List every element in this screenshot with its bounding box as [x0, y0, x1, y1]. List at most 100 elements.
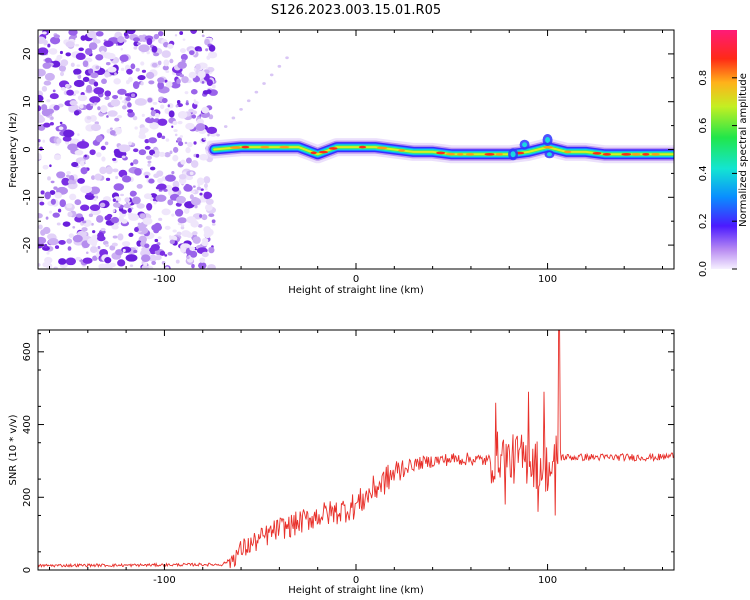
noise-blob: [89, 149, 96, 156]
noise-blob: [53, 186, 58, 190]
noise-blob: [172, 120, 178, 126]
noise-blob: [77, 133, 80, 136]
noise-blob: [151, 260, 157, 265]
noise-blob: [138, 134, 147, 140]
noise-blob: [189, 50, 195, 56]
noise-blob: [132, 81, 140, 89]
noise-blob: [100, 227, 106, 232]
noise-blob: [184, 91, 189, 95]
noise-blob: [71, 161, 79, 168]
snr-y-ticks: 0 200 400 600: [22, 333, 674, 573]
carrier-hotspot: [358, 145, 367, 149]
noise-blob: [92, 255, 98, 261]
noise-blob: [44, 72, 55, 81]
noise-blob: [126, 68, 133, 75]
noise-blob: [180, 224, 185, 227]
noise-blob: [183, 184, 193, 192]
noise-blob: [121, 175, 132, 183]
noise-blob: [75, 256, 82, 261]
noise-blob: [146, 50, 150, 55]
x-tick-label: 0: [353, 274, 359, 285]
noise-blob: [86, 31, 98, 39]
noise-blob: [46, 108, 55, 115]
noise-blob: [42, 31, 47, 35]
noise-blob: [163, 188, 168, 192]
noise-blob: [184, 141, 188, 145]
noise-blob: [120, 193, 124, 197]
noise-blob: [124, 93, 131, 97]
noise-blob: [63, 129, 74, 138]
noise-blob: [176, 195, 186, 204]
noise-blob: [179, 135, 184, 138]
noise-blob: [185, 122, 195, 130]
noise-blob: [38, 212, 43, 219]
noise-blob: [38, 111, 41, 116]
noise-blob: [190, 30, 198, 34]
noise-blob: [100, 145, 106, 151]
carrier-hotspot: [328, 147, 338, 150]
noise-blob: [138, 149, 147, 156]
noise-blob: [188, 71, 197, 79]
noise-blob: [117, 259, 126, 267]
noise-blob: [110, 216, 120, 224]
noise-blob: [74, 199, 82, 206]
noise-blob: [93, 102, 98, 105]
noise-blob: [149, 149, 155, 156]
noise-blob: [43, 122, 51, 128]
noise-blob: [49, 93, 59, 100]
noise-blob: [154, 112, 160, 118]
noise-blob: [158, 151, 166, 158]
noise-blob: [176, 190, 182, 196]
noise-blob: [121, 100, 126, 104]
noise-blob: [198, 262, 207, 269]
noise-blob: [127, 102, 132, 108]
noise-blob: [139, 127, 149, 134]
y-tick-label: -10: [22, 189, 33, 205]
noise-blob: [165, 266, 170, 269]
noise-blob: [179, 31, 184, 35]
noise-blob: [157, 77, 165, 84]
carrier-hotspot: [241, 145, 250, 149]
noise-blob: [171, 125, 174, 128]
colorbar-tick-label: 0.8: [698, 70, 709, 86]
noise-blob: [98, 45, 108, 54]
carrier-hotspot: [445, 152, 455, 156]
noise-blob: [181, 76, 189, 84]
noise-blob: [62, 136, 72, 142]
noise-blob: [168, 110, 175, 118]
noise-blob: [104, 71, 110, 78]
snr-x-label: Height of straight line (km): [288, 585, 424, 596]
noise-blob: [161, 97, 168, 104]
carrier-trace: [205, 133, 674, 164]
noise-blob: [185, 174, 194, 181]
noise-blob: [187, 142, 193, 148]
noise-blob: [72, 225, 76, 229]
noise-blob: [149, 115, 152, 119]
noise-blob: [188, 108, 194, 113]
noise-blob: [112, 235, 118, 239]
noise-blob: [119, 54, 129, 62]
noise-blob: [95, 31, 104, 37]
noise-blob: [107, 110, 118, 117]
noise-blob: [88, 213, 94, 218]
noise-blob: [101, 78, 107, 85]
stray-blob: [269, 73, 274, 77]
carrier-hotspot: [543, 145, 554, 149]
noise-blob: [127, 207, 132, 213]
x-tick-label: -100: [153, 575, 176, 586]
x-tick-label: 100: [538, 274, 557, 285]
noise-blob: [172, 180, 180, 189]
noise-blob: [112, 209, 116, 213]
noise-blob: [128, 232, 134, 237]
noise-blob: [197, 70, 206, 79]
noise-blob: [123, 32, 128, 37]
noise-blob: [144, 145, 151, 150]
noise-blob: [182, 38, 186, 41]
x-tick-label: 100: [538, 575, 557, 586]
noise-blob: [68, 30, 78, 36]
noise-blob: [164, 79, 168, 83]
snr-series-line: [38, 330, 674, 569]
noise-blob: [109, 245, 116, 251]
noise-blob: [117, 233, 124, 241]
